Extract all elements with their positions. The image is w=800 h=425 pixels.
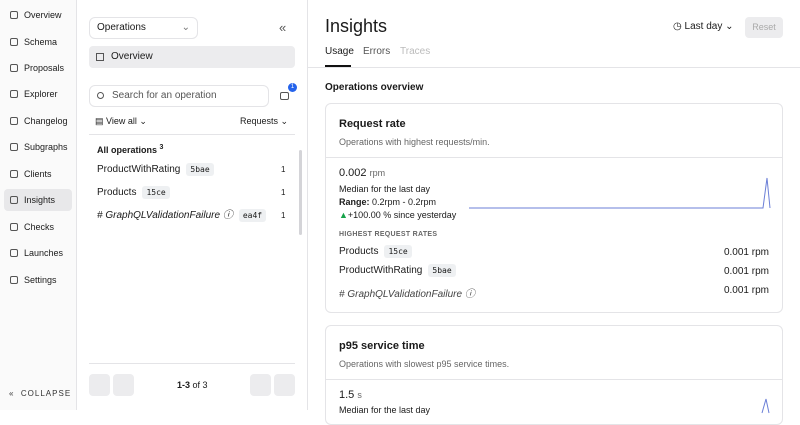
nav: Overview Schema Proposals Explorer Chang…: [0, 0, 77, 410]
sparkline: [469, 177, 771, 209]
last-page[interactable]: [274, 374, 295, 396]
divider: [326, 379, 782, 380]
next-page[interactable]: [250, 374, 271, 396]
reset-button[interactable]: Reset: [745, 17, 783, 38]
all-operations[interactable]: All operations 3: [97, 144, 164, 155]
card-title: p95 service time: [339, 340, 425, 352]
operation-count: 1: [281, 188, 286, 197]
nav-item[interactable]: Clients: [4, 163, 72, 185]
sparkline: [761, 398, 770, 414]
card-subtitle: Operations with slowest p95 service time…: [339, 359, 510, 369]
section-title: Operations overview: [325, 82, 424, 93]
tab[interactable]: Traces: [400, 46, 431, 57]
rate-row[interactable]: # GraphQLValidationFailure ⓘ: [339, 289, 475, 300]
tab-underline: [325, 65, 351, 67]
search[interactable]: Search for an operation: [89, 85, 269, 107]
pagination: 1-3 of 3: [177, 380, 208, 390]
range: Range: 0.2rpm - 0.2rpm: [339, 197, 437, 207]
sort[interactable]: Requests ⌄: [240, 116, 289, 126]
rate-row[interactable]: ProductWithRating 5bae: [339, 264, 456, 277]
range-picker[interactable]: ◷ Last day ⌄: [673, 21, 734, 32]
divider: [89, 363, 295, 364]
divider: [326, 157, 782, 158]
card: p95 service time Operations with slowest…: [325, 325, 783, 425]
nav-item[interactable]: Changelog: [4, 110, 72, 132]
metric: 0.002 rpm: [339, 167, 386, 179]
nav-item[interactable]: Settings: [4, 269, 72, 291]
rate-row[interactable]: Products 15ce: [339, 245, 412, 258]
nav-item[interactable]: Subgraphs: [4, 136, 72, 158]
nav-item[interactable]: Overview: [4, 4, 72, 26]
nav-item[interactable]: Launches: [4, 242, 72, 264]
median: Median for the last day: [339, 405, 431, 415]
tab-active[interactable]: Usage: [325, 46, 354, 57]
metric: 1.5 s: [339, 389, 362, 401]
card-title: Request rate: [339, 118, 406, 130]
nav-item[interactable]: Explorer: [4, 83, 72, 105]
card-subtitle: Operations with highest requests/min.: [339, 137, 490, 147]
first-page[interactable]: [89, 374, 110, 396]
collapse[interactable]: « COLLAPSE: [9, 389, 72, 398]
rate-value: 0.001 rpm: [723, 266, 769, 277]
operation[interactable]: # GraphQLValidationFailure ⓘ ea4f: [97, 209, 267, 222]
card: Request rate Operations with highest req…: [325, 103, 783, 313]
nav-item[interactable]: Checks: [4, 216, 72, 238]
operation[interactable]: Products 15ce: [97, 186, 170, 199]
view-all[interactable]: ▤ View all ⌄: [95, 116, 147, 126]
rate-value: 0.001 rpm: [723, 247, 769, 258]
prev-page[interactable]: [113, 374, 134, 396]
title: Insights: [325, 16, 388, 36]
nav-item[interactable]: Proposals: [4, 57, 72, 79]
median: Median for the last day: [339, 184, 431, 194]
operations-panel: Operations ⌄ « Overview Search for an ope…: [77, 0, 308, 410]
change: ▲+100.00 % since yesterday: [339, 210, 457, 220]
list-heading: HIGHEST REQUEST RATES: [339, 231, 438, 238]
main: Insights ◷ Last day ⌄ Reset Usage Errors…: [308, 0, 800, 425]
collapse-panel[interactable]: «: [279, 20, 287, 35]
select[interactable]: Operations ⌄: [89, 17, 198, 39]
scrollbar: [299, 150, 302, 235]
tab[interactable]: Errors: [363, 46, 391, 57]
filter-icon[interactable]: [280, 92, 289, 100]
rate-value: 0.001 rpm: [723, 285, 769, 296]
operation-count: 1: [281, 165, 286, 174]
overview-button[interactable]: Overview: [89, 46, 295, 68]
tabs-border: [308, 67, 800, 68]
nav-item[interactable]: Schema: [4, 31, 72, 53]
divider: [89, 134, 295, 135]
badge: 1: [288, 83, 297, 92]
operation-count: 1: [281, 211, 286, 220]
operation[interactable]: ProductWithRating 5bae: [97, 163, 214, 176]
nav-item-active[interactable]: Insights: [4, 189, 72, 211]
